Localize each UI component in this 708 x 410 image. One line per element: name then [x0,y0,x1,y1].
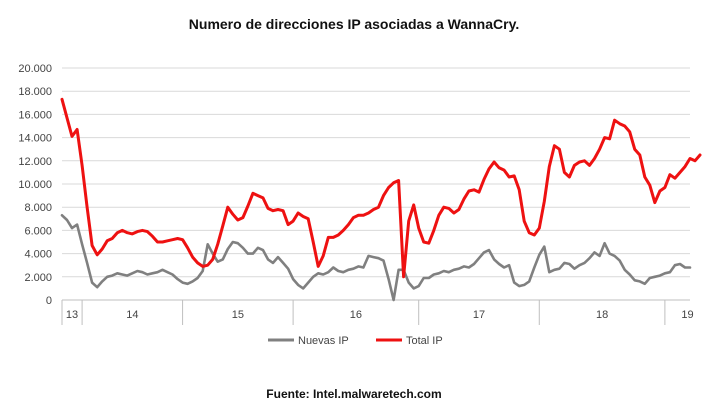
gridlines [62,67,690,278]
series-line [60,214,692,302]
x-tick-label: 18 [596,309,608,321]
x-tick-label: 19 [681,309,693,321]
chart-title: Numero de direcciones IP asociadas a Wan… [188,16,520,32]
y-axis-ticks: 0 2.000 4.000 6.000 8.000 10.000 12.000 14.000 1… [18,63,52,307]
y-tick-label: 20.000 [18,63,52,75]
x-axis: 13 14 15 16 17 18 19 [61,299,694,325]
legend: Nuevas IP Total IP [268,335,443,347]
y-tick-label: 6.000 [24,225,52,237]
y-tick-label: 4.000 [24,249,52,261]
series-line [60,97,702,279]
x-tick-label: 13 [66,309,78,321]
y-tick-label: 2.000 [24,272,52,284]
y-tick-label: 14.000 [18,133,52,145]
y-tick-label: 18.000 [18,86,52,98]
source-note: Fuente: Intel.malwaretech.com [266,387,442,401]
series-lines [60,97,702,302]
y-tick-label: 8.000 [24,202,52,214]
x-tick-label: 16 [350,309,362,321]
y-tick-label: 12.000 [18,156,52,168]
x-tick-label: 17 [473,309,485,321]
y-tick-label: 0 [46,295,52,307]
legend-label: Total IP [406,335,443,347]
x-tick-label: 15 [232,309,244,321]
legend-label: Nuevas IP [298,335,349,347]
y-tick-label: 10.000 [18,179,52,191]
x-tick-label: 14 [126,309,138,321]
y-tick-label: 16.000 [18,109,52,121]
